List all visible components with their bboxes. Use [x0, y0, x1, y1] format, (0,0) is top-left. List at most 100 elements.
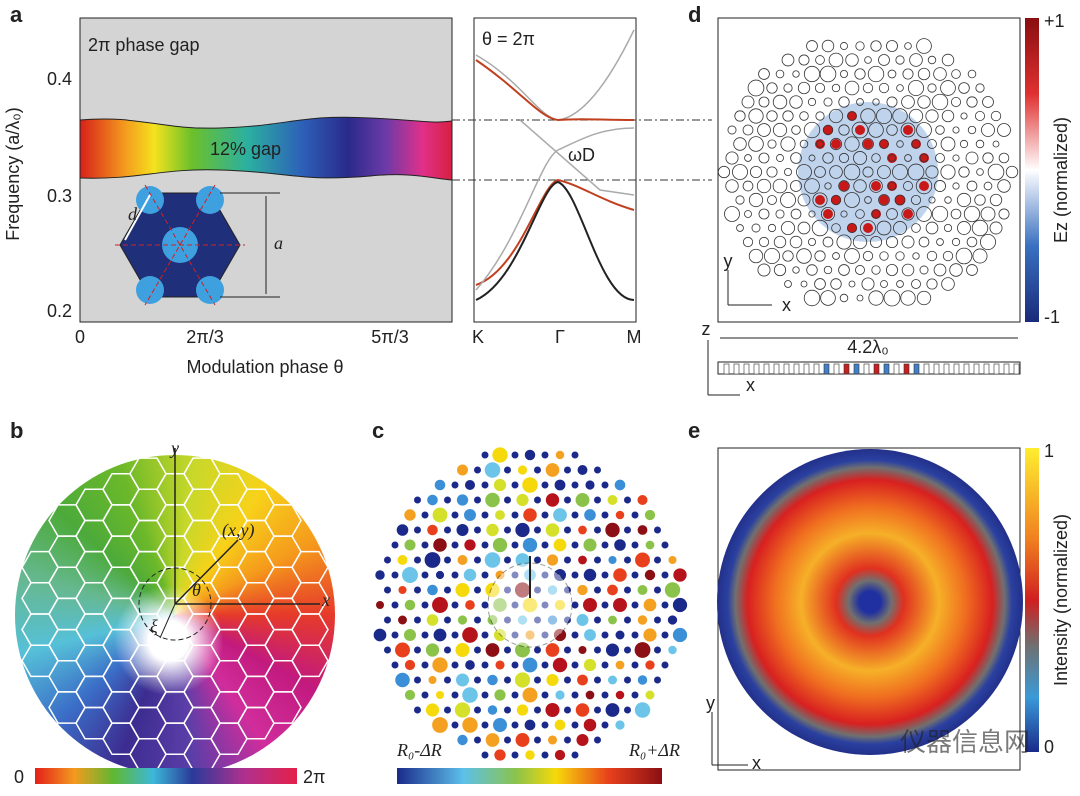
annotation: 2π phase gap: [88, 35, 200, 55]
lattice-dot: [511, 511, 519, 519]
lattice-dot: [522, 657, 538, 673]
hole: [875, 107, 893, 125]
hole: [821, 39, 835, 53]
hole: [803, 289, 821, 307]
pillar: [793, 363, 800, 375]
hex-cell: [264, 566, 302, 600]
lattice-dot: [485, 582, 500, 598]
lattice-dot: [514, 582, 531, 598]
core-circle: [487, 562, 573, 648]
hole: [766, 82, 778, 94]
lattice-dot: [414, 526, 421, 534]
hole: [883, 289, 901, 307]
hole: [933, 67, 947, 81]
hole: [792, 266, 800, 274]
lattice-dot: [484, 462, 501, 478]
lattice-dot: [421, 691, 429, 699]
lattice-dot: [517, 465, 528, 475]
lattice-dot: [432, 657, 448, 673]
hole: [845, 53, 859, 67]
hole: [782, 110, 794, 122]
lattice-dot: [564, 496, 571, 504]
field-spot: [871, 209, 881, 219]
hex-cell: [210, 597, 248, 631]
lattice-dot: [575, 493, 590, 507]
lattice-dot: [594, 586, 601, 594]
plot-area: [717, 17, 1021, 323]
lattice-dot: [462, 687, 478, 703]
hole: [886, 208, 898, 220]
lattice-dot: [637, 585, 648, 595]
lattice-dot: [465, 600, 475, 610]
hole: [792, 70, 800, 78]
lattice-dot: [673, 568, 687, 582]
hole: [886, 96, 898, 108]
hole: [885, 235, 899, 249]
lattice-dot: [631, 571, 639, 579]
lattice-dot: [555, 450, 565, 460]
hex-cell: [183, 519, 221, 553]
hole: [797, 193, 811, 207]
hole: [757, 263, 771, 277]
pillar: [943, 363, 950, 375]
hole: [799, 139, 809, 149]
xi-arrow: [159, 603, 176, 639]
hole: [943, 223, 953, 233]
hex-cell: [264, 504, 302, 537]
lattice-dot: [534, 556, 541, 564]
lattice-dot: [525, 750, 535, 760]
hole: [811, 219, 829, 237]
hole: [941, 53, 955, 67]
lattice-dot: [492, 447, 508, 463]
lattice-dot: [451, 511, 459, 519]
hole: [862, 250, 874, 262]
hole: [893, 221, 907, 235]
lattice-dot: [608, 675, 617, 685]
lattice-dot: [607, 584, 618, 596]
hole: [927, 83, 937, 93]
pillar: [963, 363, 970, 375]
hole: [823, 97, 833, 107]
lattice-dot: [534, 496, 541, 504]
lattice-dot: [631, 691, 639, 699]
field-spot: [911, 139, 921, 149]
lattice-dot: [594, 616, 601, 624]
lattice-dot: [414, 706, 421, 714]
hole: [879, 251, 889, 261]
hex-cell: [237, 613, 275, 646]
hole: [941, 109, 955, 123]
lattice-dot: [511, 541, 519, 549]
lattice-dot: [541, 751, 549, 759]
axis-label: y: [169, 438, 179, 458]
hex-cell: [129, 582, 167, 615]
band: [475, 180, 635, 301]
lattice-dot: [434, 479, 446, 491]
lattice-dot: [373, 628, 387, 642]
lattice-dot: [554, 479, 566, 491]
lattice-dot: [631, 511, 639, 519]
hole: [869, 235, 883, 249]
lattice-dot: [554, 569, 566, 581]
lattice-dot: [634, 642, 651, 658]
hole: [952, 182, 960, 190]
hex-cell: [75, 644, 113, 678]
lattice-dot: [615, 690, 625, 700]
pillar: [813, 363, 820, 375]
lattice-dot: [637, 494, 648, 506]
band-plot: [473, 17, 637, 323]
lattice-dot: [564, 556, 571, 564]
band: [475, 127, 635, 291]
lattice-dot: [672, 597, 688, 613]
lattice-dot: [464, 509, 476, 521]
hole: [990, 110, 1002, 122]
hole: [983, 181, 993, 191]
lattice-dot: [522, 537, 538, 553]
hole: [902, 68, 914, 80]
hex-cell: [75, 706, 113, 740]
lattice-dot: [391, 601, 399, 609]
lattice-dot: [451, 661, 459, 669]
lattice-dot: [421, 601, 429, 609]
pillar: [1003, 363, 1010, 375]
x-tick-label: M: [627, 327, 642, 347]
hole: [839, 69, 849, 79]
